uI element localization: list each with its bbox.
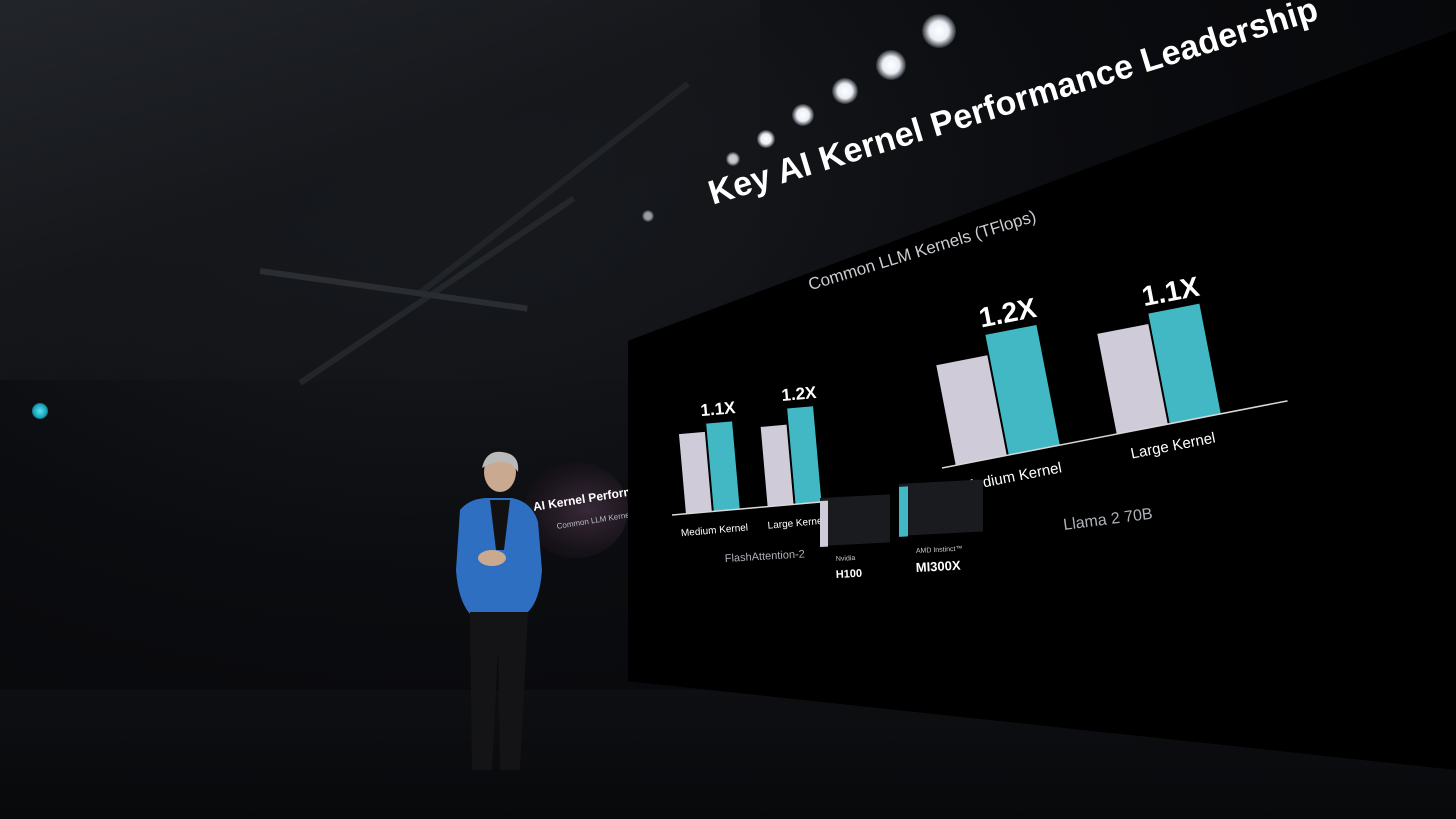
legend-h100-vendor: Nvidia [836,555,856,563]
presenter-shirt [490,500,510,550]
spotlight [726,152,740,166]
presenter-trousers [470,612,528,770]
legend-mi300x-vendor: AMD Instinct™ [916,546,963,555]
presenter-hair [482,451,519,472]
legend-mi300x-swatch [899,486,908,537]
ceiling [0,0,760,380]
spotlight [642,210,654,222]
spotlight [922,14,956,48]
legend-mi300x-model: MI300X [915,558,961,575]
legend-h100-model: H100 [836,568,863,581]
legend-mi300x-box [899,479,983,536]
bar-annotation: 1.1X [700,398,737,420]
bar-mi300x [985,324,1060,456]
chart-group-label: Llama 2 70B [1062,506,1153,534]
legend-h100-box [820,494,890,547]
category-label: Large Kernel [767,516,825,532]
background-screen [524,462,628,558]
teal-stage-light [32,403,48,419]
bar-h100 [936,355,1007,466]
chart-group-1: 1.1X Medium Kernel 1.2X Large Kernel [671,383,860,539]
category-label: Large Kernel [1129,429,1217,462]
bar-mi300x [706,421,740,512]
legend: Nvidia H100 AMD Instinct™ MI300X [820,479,983,581]
bar-h100 [1097,323,1168,435]
spotlight [832,78,858,104]
bar-annotation: 1.2X [781,383,818,405]
spotlight [792,104,814,126]
presenter-hands [478,550,506,566]
spotlight [757,130,775,148]
presenter [456,451,542,770]
category-label: Medium Kernel [681,522,749,539]
legend-h100-swatch [820,500,828,548]
spotlight [876,50,906,80]
chart-group-label: FlashAttention-2 [724,548,805,565]
bar-h100 [760,424,794,507]
bar-mi300x [1148,303,1221,424]
chart-baseline [941,400,1288,469]
bar-h100 [678,431,712,514]
bar-mi300x [787,406,822,505]
